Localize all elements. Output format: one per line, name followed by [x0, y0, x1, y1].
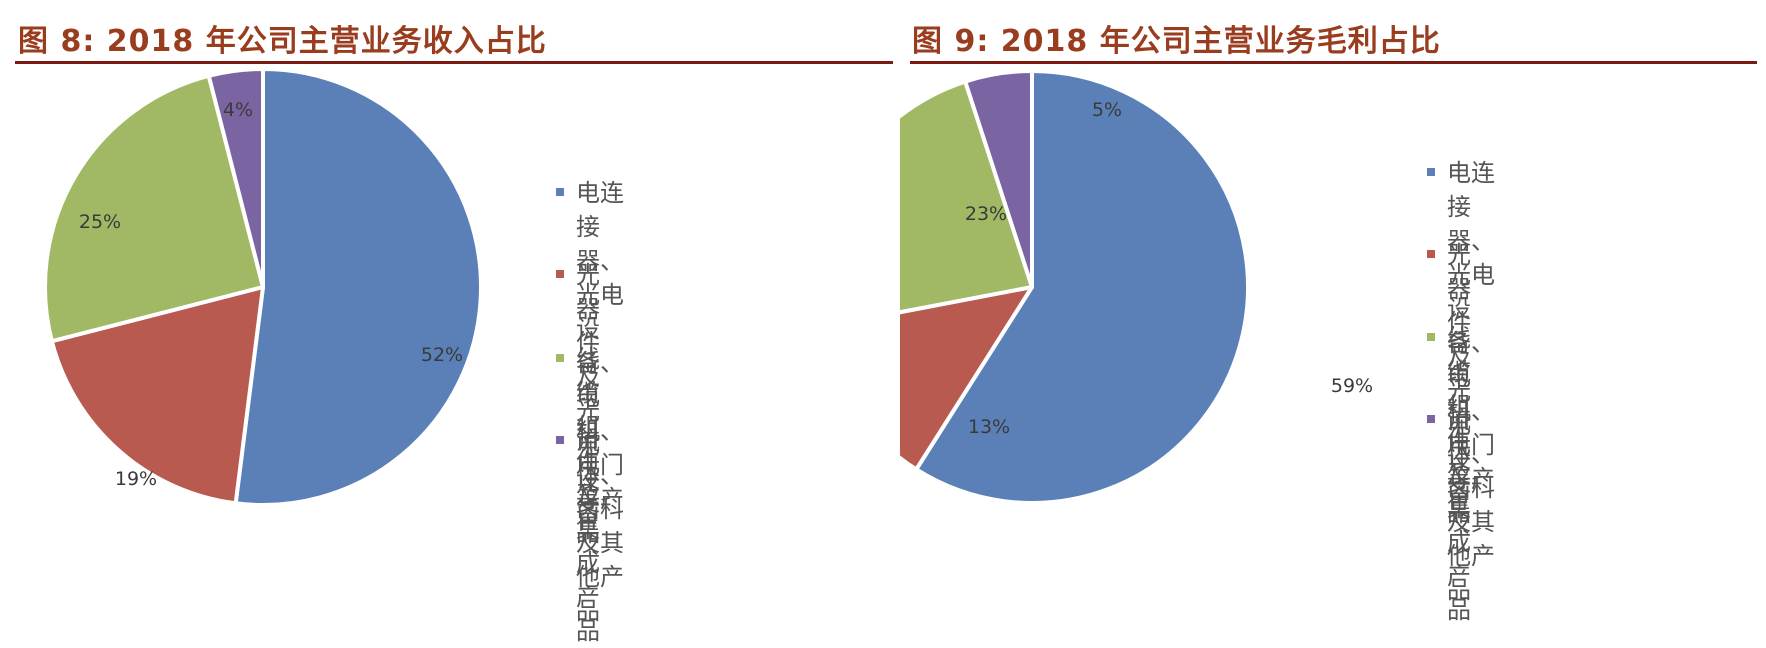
slice-connectors: [914, 69, 1250, 505]
slice-optical: [900, 285, 1034, 472]
slice-cable: [43, 73, 265, 344]
figure-9-panel: 图 9: 2018 年公司主营业务毛利占比 59% 13% 23% 5% 电连接…: [900, 0, 1766, 624]
slice-connectors: [233, 67, 483, 507]
legend-marker-green: [1427, 333, 1435, 341]
figure-8-title-rule: [15, 61, 893, 64]
slice-fluid: [963, 69, 1034, 289]
legend-item-connectors: 电连接器、光电设备、电 机、电门等产品: [556, 176, 624, 550]
legend-marker-red: [1427, 250, 1435, 258]
legend-label-optical: 光器件及光电设备: [576, 261, 600, 527]
legend-marker-blue: [1427, 168, 1435, 176]
figure-9-title-rule: [910, 61, 1757, 64]
legend-marker-purple: [556, 436, 564, 444]
figure-8-label-4: 4%: [223, 99, 253, 121]
slice-optical: [49, 285, 265, 506]
legend-marker-blue: [556, 188, 564, 196]
legend-label-connectors-line2: 机、电门等产品: [1447, 397, 1495, 527]
legend-marker-red: [556, 270, 564, 278]
figure-9-label-23: 23%: [965, 203, 1007, 225]
figure-8-pie-chart: 52% 19% 25% 4%: [43, 67, 483, 507]
figure-9-pie-chart: 59% 13% 23% 5%: [900, 69, 1373, 505]
figure-8-panel: 图 8: 2018 年公司主营业务收入占比 52% 19% 25% 4% 电连接…: [0, 0, 900, 645]
figure-8-label-19: 19%: [115, 468, 157, 490]
legend-label-optical: 光器件及光电设备: [1447, 241, 1471, 507]
figure-9-title: 图 9: 2018 年公司主营业务毛利占比: [912, 24, 1441, 59]
legend-marker-purple: [1427, 415, 1435, 423]
legend-item-connectors: 电连接器、光电设备、电 机、电门等产品: [1427, 156, 1495, 530]
figure-9-label-5: 5%: [1092, 99, 1122, 121]
legend-item-optical: 光器件及光电设备: [556, 258, 600, 530]
legend-label-connectors-line1: 电连接器、光电设备、电: [1447, 159, 1495, 391]
figure-9-pie-slices: [900, 69, 1250, 505]
figure-8-label-25: 25%: [79, 211, 121, 233]
legend-item-optical: 光器件及光电设备: [1427, 238, 1471, 510]
slice-fluid: [206, 67, 265, 289]
legend-label-connectors-line1: 电连接器、光电设备、电: [576, 179, 624, 411]
legend-item-fluid: 流体、齿科及其他产品: [1427, 403, 1495, 607]
legend-marker-green: [556, 354, 564, 362]
legend-label-connectors-line2: 机、电门等产品: [576, 417, 624, 547]
figure-8-pie-slices: [43, 67, 483, 507]
figure-8-label-52: 52%: [421, 344, 463, 366]
legend-label-fluid: 流体、齿科及其他产品: [576, 427, 624, 625]
slice-cable: [900, 79, 1034, 315]
figure-8-title: 图 8: 2018 年公司主营业务收入占比: [18, 24, 547, 59]
legend-label-fluid: 流体、齿科及其他产品: [1447, 406, 1495, 604]
figure-9-label-59: 59%: [1331, 375, 1373, 397]
figure-9-label-13: 13%: [968, 416, 1010, 438]
legend-item-fluid: 流体、齿科及其他产品: [556, 424, 624, 628]
